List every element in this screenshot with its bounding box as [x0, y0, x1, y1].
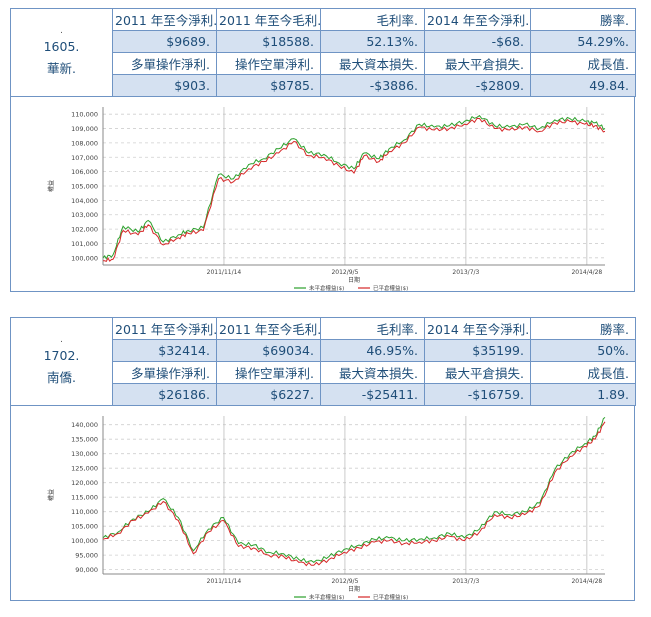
x-tick-label: 2012/9/5: [331, 578, 358, 585]
header-cell: 成長值.: [530, 361, 636, 384]
header-cell: 2011 年至今毛利.: [216, 317, 321, 340]
y-axis-label: 權益: [47, 180, 55, 192]
header-cell: 2014 年至今淨利.: [424, 317, 531, 340]
value-cell: $18588.: [216, 30, 321, 53]
y-tick-label: 103,000: [71, 211, 98, 219]
value-cell: 50%.: [530, 339, 636, 362]
x-axis-label: 日期: [348, 276, 360, 284]
series-line: [102, 421, 606, 567]
stats-table: . 1702. 南僑. 2011 年至今淨利. 2011 年至今毛利. 毛利率.…: [10, 317, 636, 406]
y-tick-label: 110,000: [71, 111, 98, 119]
header-cell: 勝率.: [530, 317, 636, 340]
x-tick-label: 2013/7/3: [452, 269, 479, 276]
legend-entry: 未平倉權益($): [309, 593, 344, 600]
equity-chart-box: 110,000 109,000 108,000 107,000 106,000 105,0…: [10, 97, 635, 292]
header-cell: 毛利率.: [320, 317, 425, 340]
value-cell: -$2809.: [424, 74, 531, 97]
stats-table: . 1605. 華新. 2011 年至今淨利. 2011 年至今毛利. 毛利率.…: [10, 8, 636, 97]
y-tick-label: 90,000: [75, 566, 98, 574]
value-cell: 1.89.: [530, 383, 636, 406]
header-cell: 最大平倉損失.: [424, 361, 531, 384]
y-tick-label: 130,000: [71, 450, 98, 458]
x-tick-label: 2012/9/5: [331, 269, 358, 276]
header-cell: 最大平倉損失.: [424, 52, 531, 75]
series-line: [102, 117, 606, 263]
stock-id-cell: . 1605. 華新.: [10, 8, 113, 97]
y-tick-label: 109,000: [71, 125, 98, 133]
y-tick-label: 105,000: [71, 523, 98, 531]
header-cell: 操作空單淨利.: [216, 52, 321, 75]
value-cell: -$68.: [424, 30, 531, 53]
header-cell: 毛利率.: [320, 8, 425, 31]
header-cell: 2011 年至今淨利.: [112, 317, 217, 340]
paragraph-mark: .: [60, 25, 63, 36]
x-tick-label: 2011/11/14: [207, 269, 242, 276]
value-cell: -$25411.: [320, 383, 425, 406]
x-tick-label: 2011/11/14: [207, 578, 242, 585]
x-tick-label: 2013/7/3: [452, 578, 479, 585]
y-tick-label: 135,000: [71, 436, 98, 444]
header-cell: 多單操作淨利.: [112, 361, 217, 384]
x-axis-label: 日期: [348, 585, 360, 593]
y-tick-label: 120,000: [71, 479, 98, 487]
value-cell: $26186.: [112, 383, 217, 406]
value-cell: $8785.: [216, 74, 321, 97]
y-tick-label: 140,000: [71, 421, 98, 429]
strategy-block-1605: . 1605. 華新. 2011 年至今淨利. 2011 年至今毛利. 毛利率.…: [10, 8, 636, 292]
y-tick-label: 100,000: [71, 537, 98, 545]
equity-chart: 110,000 109,000 108,000 107,000 106,000 105,0…: [47, 107, 606, 292]
header-cell: 最大資本損失.: [320, 52, 425, 75]
y-tick-label: 105,000: [71, 183, 98, 191]
header-cell: 多單操作淨利.: [112, 52, 217, 75]
value-cell: 49.84.: [530, 74, 636, 97]
series-line: [102, 417, 606, 564]
stock-code: 1702.: [43, 347, 80, 363]
value-cell: 52.13%.: [320, 30, 425, 53]
value-cell: -$3886.: [320, 74, 425, 97]
y-tick-label: 108,000: [71, 139, 98, 147]
paragraph-mark: .: [60, 334, 63, 345]
header-cell: 最大資本損失.: [320, 361, 425, 384]
header-cell: 勝率.: [530, 8, 636, 31]
y-tick-label: 95,000: [75, 552, 98, 560]
value-cell: -$16759.: [424, 383, 531, 406]
stock-name: 南僑.: [47, 369, 76, 385]
value-cell: $903.: [112, 74, 217, 97]
value-cell: $35199.: [424, 339, 531, 362]
stock-id-cell: . 1702. 南僑.: [10, 317, 113, 406]
legend-entry: 已平倉權益($): [373, 284, 408, 291]
y-axis-label: 權益: [47, 489, 55, 501]
equity-chart-box: 140,000 135,000 130,000 125,000 120,000 115,0…: [10, 406, 635, 601]
legend-entry: 未平倉權益($): [309, 284, 344, 291]
header-cell: 2011 年至今淨利.: [112, 8, 217, 31]
y-tick-label: 110,000: [71, 508, 98, 516]
value-cell: $32414.: [112, 339, 217, 362]
y-tick-label: 102,000: [71, 226, 98, 234]
value-cell: 46.95%.: [320, 339, 425, 362]
header-cell: 操作空單淨利.: [216, 361, 321, 384]
strategy-block-1702: . 1702. 南僑. 2011 年至今淨利. 2011 年至今毛利. 毛利率.…: [10, 317, 636, 601]
value-cell: $6227.: [216, 383, 321, 406]
value-cell: $9689.: [112, 30, 217, 53]
y-tick-label: 100,000: [71, 254, 98, 262]
header-cell: 成長值.: [530, 52, 636, 75]
y-tick-label: 104,000: [71, 197, 98, 205]
stock-name: 華新.: [47, 60, 76, 76]
y-tick-label: 101,000: [71, 240, 98, 248]
x-tick-label: 2014/4/28: [571, 578, 602, 585]
y-tick-label: 115,000: [71, 494, 98, 502]
y-tick-label: 107,000: [71, 154, 98, 162]
legend-entry: 已平倉權益($): [373, 593, 408, 600]
equity-chart: 140,000 135,000 130,000 125,000 120,000 115,0…: [47, 416, 606, 601]
series-line: [102, 114, 606, 260]
header-cell: 2014 年至今淨利.: [424, 8, 531, 31]
value-cell: 54.29%.: [530, 30, 636, 53]
x-tick-label: 2014/4/28: [571, 269, 602, 276]
value-cell: $69034.: [216, 339, 321, 362]
y-tick-label: 125,000: [71, 465, 98, 473]
header-cell: 2011 年至今毛利.: [216, 8, 321, 31]
stock-code: 1605.: [43, 38, 80, 54]
y-tick-label: 106,000: [71, 168, 98, 176]
